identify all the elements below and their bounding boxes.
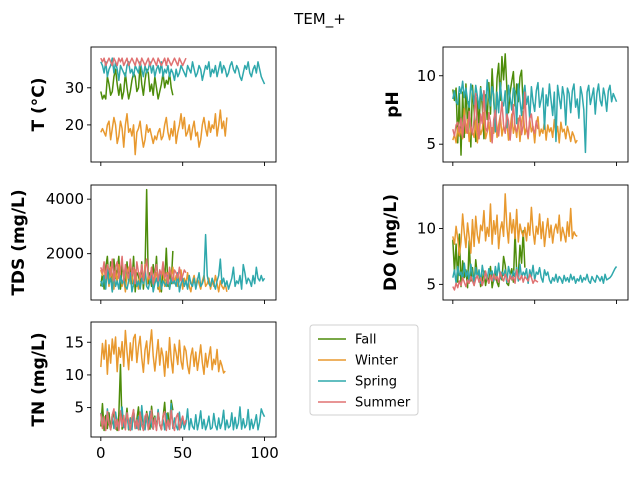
y-axis-label-t: T (°C) <box>29 77 49 131</box>
x-tick-label: 50 <box>173 444 192 462</box>
series-line-t-summer <box>100 57 187 67</box>
x-tick-label: 0 <box>96 444 106 462</box>
y-tick-label: 10 <box>417 220 436 238</box>
subplot-panels: 20 30 T (°C) 5 10 pH 2000 4000 TDS (mg/L) 5 10 DO (… <box>9 46 629 462</box>
y-tick-label: 20 <box>65 116 84 134</box>
series-line-tds-spring <box>100 233 266 293</box>
legend-label-winter: Winter <box>355 354 399 369</box>
axes-frame <box>90 184 277 301</box>
subplot-ph: 5 10 pH <box>383 46 629 166</box>
legend-frame <box>309 324 419 416</box>
y-axis-label-tn: TN (mg/L) <box>29 332 49 426</box>
series-line-ph-summer <box>452 90 539 144</box>
y-axis-label-do: DO (mg/L) <box>381 194 401 291</box>
series-line-ph-spring <box>452 79 618 154</box>
subplot-tn: 5 10 15 0 50 100 TN (mg/L) <box>29 321 279 462</box>
series-line-do-summer <box>452 269 539 291</box>
axes-frame <box>90 321 277 438</box>
subplot-t: 20 30 T (°C) <box>29 46 277 166</box>
series-line-tds-winter <box>100 263 228 293</box>
y-axis-label-tds: TDS (mg/L) <box>9 189 29 295</box>
axes-frame <box>442 46 629 163</box>
y-tick-label: 5 <box>426 275 436 293</box>
y-tick-label: 4000 <box>46 190 84 208</box>
y-axis-label-ph: pH <box>383 91 403 117</box>
subplot-tds: 2000 4000 TDS (mg/L) <box>9 184 277 304</box>
subplot-do: 5 10 DO (mg/L) <box>381 184 629 304</box>
legend-label-summer: Summer <box>355 396 411 411</box>
figure-suptitle: TEM_+ <box>293 10 346 29</box>
legend-label-spring: Spring <box>355 375 397 390</box>
x-tick-label: 100 <box>250 444 279 462</box>
y-tick-label: 5 <box>74 399 84 417</box>
y-tick-label: 15 <box>65 333 84 351</box>
legend-label-fall: Fall <box>355 333 376 348</box>
axes-frame <box>442 184 629 301</box>
y-tick-label: 10 <box>65 366 84 384</box>
legend: Fall Winter Spring Summer <box>309 324 419 416</box>
series-line-t-winter <box>100 109 228 156</box>
series-line-tds-summer <box>100 255 187 285</box>
y-tick-label: 10 <box>417 67 436 85</box>
series-line-tn-summer <box>100 408 187 432</box>
y-tick-label: 30 <box>65 79 84 97</box>
axes-frame <box>90 46 277 163</box>
series-line-do-winter <box>452 193 578 257</box>
series-line-tn-winter <box>100 329 226 377</box>
y-tick-label: 2000 <box>46 245 84 263</box>
y-tick-label: 5 <box>426 135 436 153</box>
series-line-t-fall <box>100 64 174 100</box>
